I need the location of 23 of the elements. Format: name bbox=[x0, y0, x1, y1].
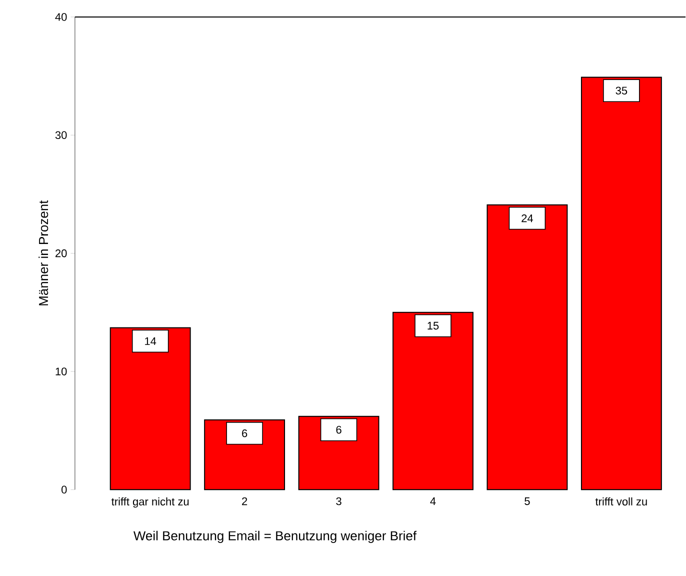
data-label: 14 bbox=[145, 338, 156, 346]
data-label: 24 bbox=[522, 214, 534, 222]
x-tick-label: 5 bbox=[524, 498, 530, 506]
x-axis-title: Weil Benutzung Email = Benutzung weniger Brief bbox=[133, 531, 417, 544]
y-tick-label: 0 bbox=[62, 486, 67, 494]
bar bbox=[110, 327, 191, 490]
data-label: 15 bbox=[428, 322, 439, 330]
y-tick-label: 40 bbox=[55, 13, 67, 22]
y-tick-label: 20 bbox=[56, 250, 67, 258]
x-tick-label: trifft voll zu bbox=[595, 498, 647, 506]
bar bbox=[486, 204, 568, 490]
x-tick-label: 3 bbox=[336, 498, 342, 506]
data-label: 6 bbox=[336, 426, 342, 434]
x-tick-label: 2 bbox=[242, 498, 248, 506]
y-axis-title: Männer in Prozent bbox=[38, 200, 48, 306]
bar bbox=[392, 312, 474, 490]
bar bbox=[580, 76, 662, 490]
data-label: 6 bbox=[242, 430, 248, 438]
x-tick-label: 4 bbox=[430, 498, 436, 506]
x-tick-label: trifft gar nicht zu bbox=[112, 498, 189, 508]
y-tick-label: 30 bbox=[55, 131, 67, 140]
data-label: 35 bbox=[616, 86, 628, 95]
y-tick-label: 10 bbox=[56, 368, 67, 376]
